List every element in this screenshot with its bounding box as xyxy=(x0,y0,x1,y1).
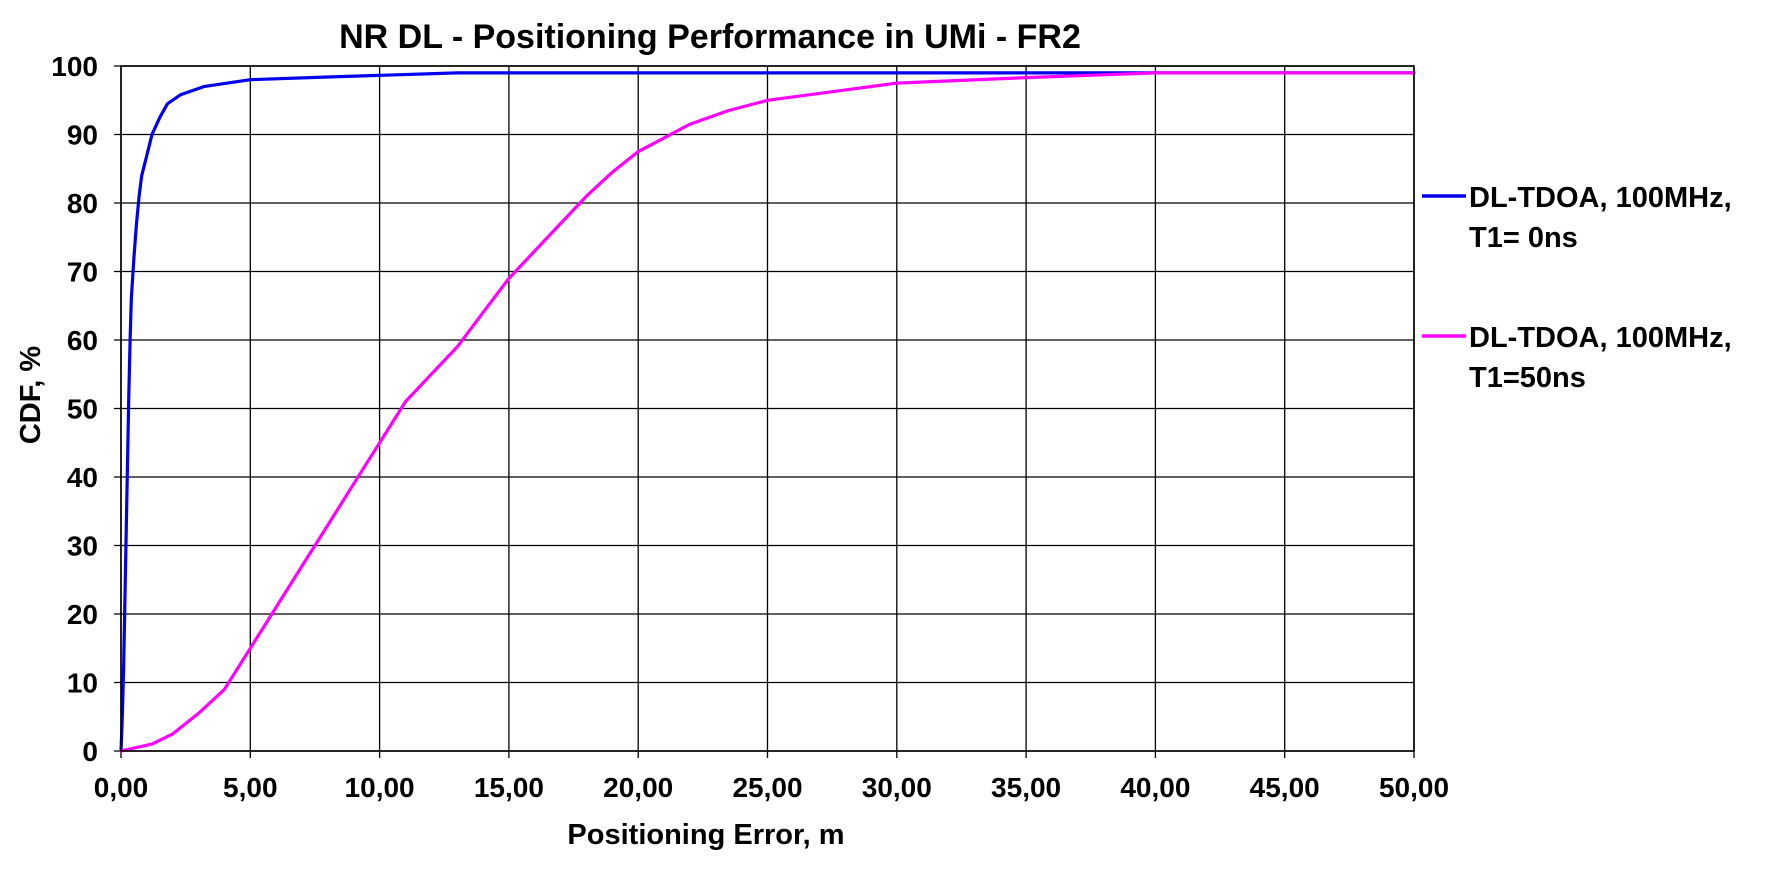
x-tick-label: 5,00 xyxy=(223,772,278,803)
legend-label: DL-TDOA, 100MHz, xyxy=(1469,322,1732,354)
x-tick-label: 40,00 xyxy=(1120,772,1190,803)
x-tick-label: 0,00 xyxy=(94,772,149,803)
x-axis-label: Positioning Error, m xyxy=(567,819,844,851)
y-tick-label: 10 xyxy=(67,668,98,699)
y-tick-label: 90 xyxy=(67,120,98,151)
x-tick-label: 35,00 xyxy=(991,772,1061,803)
series-lines xyxy=(119,71,1416,753)
x-tick-label: 30,00 xyxy=(862,772,932,803)
x-tick-label: 20,00 xyxy=(603,772,673,803)
axis-ticks: 0,00 5,00 10,00 15,00 20,00 25,00 30,00 35,00 40… xyxy=(51,51,1449,803)
x-tick-label: 10,00 xyxy=(345,772,415,803)
series-line-2 xyxy=(119,71,1416,753)
x-tick-label: 45,00 xyxy=(1250,772,1320,803)
chart-title: NR DL - Positioning Performance in UMi -… xyxy=(339,18,1081,56)
plot-area-frame xyxy=(120,65,1415,752)
x-tick-label: 25,00 xyxy=(732,772,802,803)
legend-label: T1=50ns xyxy=(1469,362,1586,394)
grid xyxy=(114,65,1415,758)
x-tick-label: 15,00 xyxy=(474,772,544,803)
y-tick-label: 100 xyxy=(51,51,98,82)
legend: DL-TDOA, 100MHz, T1= 0ns DL-TDOA, 100MHz, T… xyxy=(1422,182,1732,394)
y-tick-label: 80 xyxy=(67,188,98,219)
series-line-1 xyxy=(119,71,1416,753)
y-tick-label: 60 xyxy=(67,325,98,356)
y-tick-label: 30 xyxy=(67,531,98,562)
y-tick-label: 50 xyxy=(67,394,98,425)
y-tick-label: 0 xyxy=(82,736,98,767)
legend-label: T1= 0ns xyxy=(1469,222,1578,254)
y-tick-label: 70 xyxy=(67,257,98,288)
y-tick-label: 40 xyxy=(67,462,98,493)
y-tick-label: 20 xyxy=(67,599,98,630)
legend-label: DL-TDOA, 100MHz, xyxy=(1469,182,1732,214)
y-axis-label: CDF, % xyxy=(15,346,47,445)
x-tick-label: 50,00 xyxy=(1379,772,1449,803)
